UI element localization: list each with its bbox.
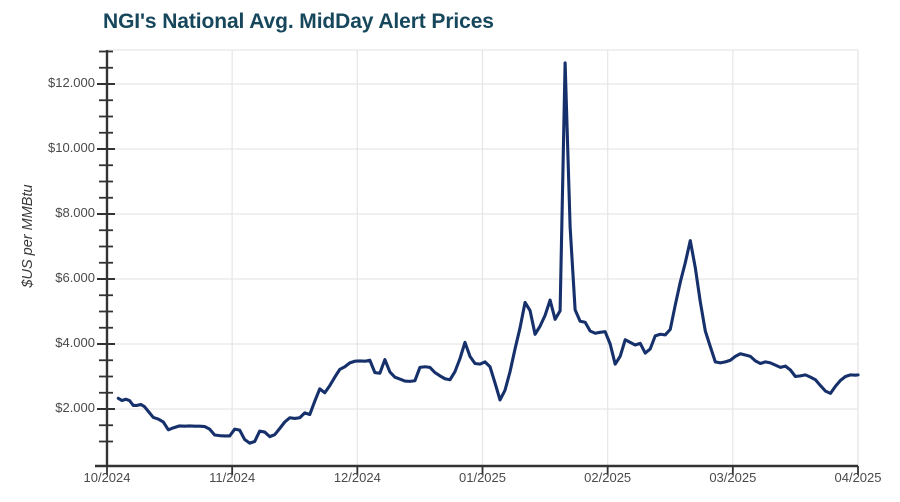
x-axis-ticks [106, 466, 859, 475]
y-tick-label: $10.000 [48, 140, 95, 155]
y-tick-label: $12.000 [48, 75, 95, 90]
vertical-gridlines [106, 50, 859, 466]
x-tick-label: 12/2024 [333, 470, 381, 485]
y-tick-label: $4.000 [55, 335, 95, 350]
chart-title: NGI's National Avg. MidDay Alert Prices [103, 10, 494, 33]
horizontal-gridlines [107, 49, 858, 410]
y-tick-label: $6.000 [55, 270, 95, 285]
x-tick-label: 03/2025 [709, 470, 757, 485]
x-tick-label: 01/2025 [459, 470, 506, 485]
price-line-series [116, 61, 860, 445]
x-tick-label: 11/2024 [209, 470, 256, 485]
y-tick-label: $2.000 [55, 400, 95, 415]
y-axis-tick-labels: $2.000 $4.000 $6.000 $8.000 $10.000 $12.000 [20, 0, 95, 502]
x-tick-label: 10/2024 [83, 470, 131, 485]
x-tick-label: 02/2025 [584, 470, 632, 485]
y-tick-label: $8.000 [55, 205, 95, 220]
x-tick-label: 04/2025 [834, 470, 882, 485]
